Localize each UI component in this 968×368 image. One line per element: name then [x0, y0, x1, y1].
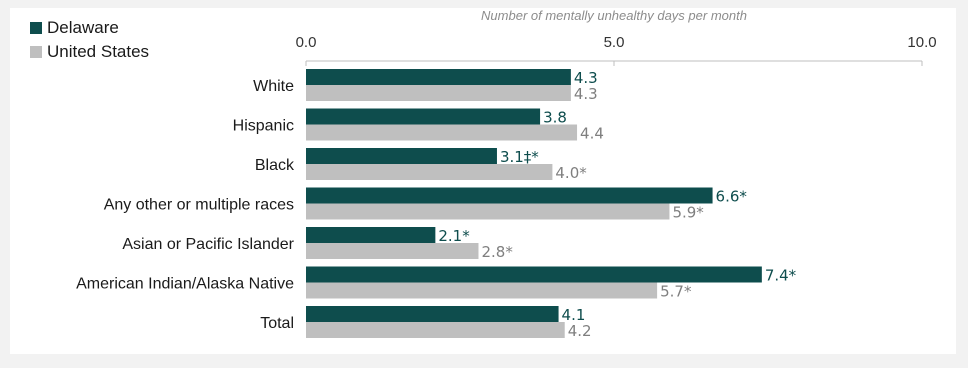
category-label-asian-or-pacific-islander: Asian or Pacific Islander [122, 236, 294, 253]
bar-delaware-any-other-or-multiple-races [306, 187, 713, 204]
bar-united-states-total [306, 322, 565, 338]
category-label-hispanic: Hispanic [233, 118, 294, 135]
bar-delaware-white [306, 69, 571, 85]
bar-united-states-asian-or-pacific-islander [306, 243, 479, 259]
data-label-delaware-white: 4.3 [574, 69, 598, 87]
bar-delaware-asian-or-pacific-islander [306, 227, 436, 243]
category-label-white: White [253, 78, 294, 95]
category-label-black: Black [255, 157, 295, 174]
data-label-united-states-hispanic: 4.4 [580, 125, 604, 143]
legend: Delaware United States [30, 16, 149, 64]
x-tick-label: 0.0 [296, 34, 317, 51]
data-label-delaware-american-indian-alaska-native: 7.4* [765, 267, 797, 285]
data-label-delaware-black: 3.1‡* [500, 148, 539, 166]
bar-delaware-hispanic [306, 108, 541, 125]
legend-label-delaware: Delaware [47, 18, 119, 37]
category-label-total: Total [260, 315, 294, 332]
x-axis: 0.0 5.0 10.0 [296, 34, 937, 66]
legend-swatch-delaware [30, 22, 42, 34]
category-label-american-indian-alaska-native: American Indian/Alaska Native [76, 276, 294, 293]
bar-united-states-hispanic [306, 124, 578, 141]
bar-delaware-total [306, 306, 559, 322]
bar-delaware-american-indian-alaska-native [306, 266, 762, 283]
bars: White 4.34.3 Hispanic 3.8 4.4 Black 3.1‡* 4.0* A… [76, 69, 797, 340]
bar-united-states-black [306, 164, 553, 180]
data-label-delaware-hispanic: 3.8 [543, 109, 567, 127]
x-tick-label: 10.0 [907, 34, 936, 51]
bar-delaware-black [306, 148, 497, 164]
data-label-delaware-asian-or-pacific-islander: 2.1* [438, 227, 470, 245]
legend-item-united-states: United States [30, 40, 149, 64]
data-label-united-states-asian-or-pacific-islander: 2.8* [481, 243, 513, 261]
data-label-delaware-total: 4.1 [562, 306, 586, 324]
x-axis-title: Number of mentally unhealthy days per mo… [481, 8, 747, 23]
bar-united-states-american-indian-alaska-native [306, 282, 658, 299]
data-label-united-states-any-other-or-multiple-races: 5.9* [672, 204, 704, 222]
data-label-united-states-black: 4.0* [555, 164, 587, 182]
category-label-any-other-or-multiple-races: Any other or multiple races [104, 197, 294, 214]
bar-united-states-white [306, 85, 571, 101]
data-label-united-states-total: 4.2 [568, 322, 592, 340]
data-label-united-states-white: 4.3 [574, 85, 598, 103]
bar-united-states-any-other-or-multiple-races [306, 203, 670, 220]
x-tick-label: 5.0 [604, 34, 625, 51]
legend-label-united-states: United States [47, 42, 150, 61]
legend-item-delaware: Delaware [30, 16, 149, 40]
data-label-delaware-any-other-or-multiple-races: 6.6* [716, 188, 748, 206]
data-label-united-states-american-indian-alaska-native: 5.7* [660, 283, 692, 301]
legend-swatch-united-states [30, 46, 42, 58]
